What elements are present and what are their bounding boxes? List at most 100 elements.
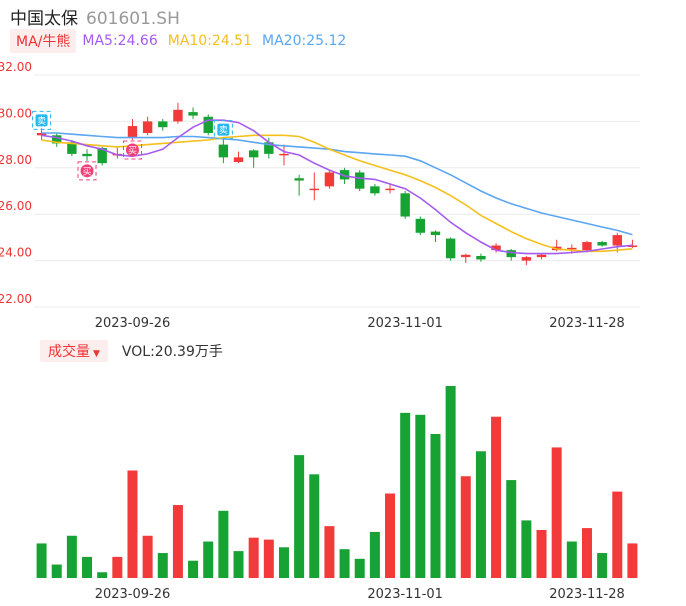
y-tick-label: 22.00: [0, 292, 32, 306]
candle-body: [400, 193, 410, 217]
candle: [597, 240, 607, 247]
candle: [521, 255, 532, 266]
ma10-label: MA10:24.51: [167, 33, 253, 49]
volume-bar: [612, 491, 623, 578]
candle-body: [203, 116, 213, 133]
candle-body: [97, 148, 107, 164]
candle: [430, 230, 441, 243]
marker-frame: [213, 120, 233, 140]
marker-badge: [125, 143, 139, 157]
candle: [203, 114, 213, 136]
volume-bar: [82, 556, 93, 578]
marker-label: 卖: [219, 125, 228, 136]
candle: [233, 151, 244, 164]
volume-bar: [581, 528, 592, 578]
candle-body: [158, 121, 168, 128]
candle-body: [582, 242, 592, 251]
stock-code: 601601.SH: [86, 9, 180, 29]
marker-label: 买: [128, 145, 137, 156]
candle: [445, 237, 456, 261]
candle-body: [536, 254, 547, 258]
sell-marker-icon: 卖: [213, 120, 233, 140]
candle-body: [173, 109, 183, 122]
candle-body: [67, 142, 77, 154]
volume-bar: [97, 572, 108, 578]
candle: [309, 172, 319, 201]
candle: [415, 216, 426, 236]
ma20-line: [41, 132, 633, 236]
candle: [506, 249, 516, 261]
candle-body: [627, 245, 638, 248]
stock-name: 中国太保: [10, 9, 78, 29]
volume-toggle-button[interactable]: 成交量 ▼: [40, 340, 108, 362]
candle: [188, 107, 198, 120]
volume-bar: [294, 455, 305, 578]
candle-body: [612, 235, 622, 246]
volume-bar: [51, 564, 62, 578]
candle-body: [521, 257, 532, 261]
x-tick-label: 2023-09-26: [95, 316, 171, 331]
volume-bar: [597, 553, 608, 578]
volume-bar: [324, 526, 335, 578]
candle: [400, 191, 410, 219]
candle: [627, 239, 638, 248]
ma-legend: MA/牛熊 MA5:24.66 MA10:24.51 MA20:25.12: [10, 29, 356, 53]
volume-bar: [112, 556, 123, 578]
candle: [385, 184, 395, 194]
candle-body: [339, 170, 350, 180]
volume-bar: [309, 474, 320, 578]
volume-bar: [278, 547, 289, 578]
candle-body: [461, 254, 471, 258]
candle: [461, 253, 471, 263]
volume-chart[interactable]: 2023-09-26 2023-11-01 2023-11-28: [0, 366, 686, 606]
volume-bar: [157, 553, 168, 578]
candle: [264, 137, 274, 159]
candle-body: [324, 172, 335, 187]
volume-bar: [127, 470, 138, 578]
volume-bar: [203, 541, 214, 578]
candle-body: [506, 250, 516, 258]
buy-marker-icon: 买: [77, 161, 97, 181]
volume-bar: [475, 451, 486, 578]
y-tick-label: 26.00: [0, 199, 32, 213]
candle: [112, 146, 123, 159]
candle-body: [445, 238, 456, 259]
volume-bar: [36, 543, 47, 578]
candle-body: [476, 255, 486, 260]
candle: [612, 232, 622, 253]
candle: [324, 170, 335, 189]
x-tick-label: 2023-11-28: [549, 316, 625, 331]
candle-body: [294, 178, 304, 181]
candle-body: [279, 153, 289, 156]
volume-legend: 成交量 ▼ VOL:20.39万手: [40, 340, 223, 362]
candle: [52, 133, 62, 147]
ma-toggle-button[interactable]: MA/牛熊: [10, 29, 77, 53]
volume-value: VOL:20.39万手: [121, 344, 223, 360]
x-tick-label: 2023-11-01: [367, 587, 443, 602]
volume-bar: [430, 434, 441, 578]
ma10-line: [41, 134, 633, 253]
title-row: 中国太保 601601.SH: [10, 4, 180, 29]
candlestick-chart[interactable]: 32.00 30.00 28.00 26.00 24.00 22.00 2023-09-26…: [0, 0, 686, 340]
volume-toggle-label: 成交量: [48, 344, 90, 360]
candle: [355, 170, 365, 191]
volume-bar: [263, 539, 274, 578]
candle: [173, 102, 183, 124]
ma5-line: [41, 119, 633, 255]
x-tick-label: 2023-09-26: [95, 587, 171, 602]
volume-bar: [66, 535, 77, 578]
y-tick-label: 24.00: [0, 246, 32, 260]
candle: [476, 253, 486, 262]
candle: [82, 149, 92, 161]
volume-bar: [354, 558, 365, 578]
marker-label: 买: [83, 166, 92, 177]
marker-badge: [35, 114, 48, 127]
candle-body: [36, 133, 47, 136]
candle-body: [52, 135, 62, 144]
y-tick-label: 30.00: [0, 106, 32, 120]
volume-bar: [536, 530, 547, 578]
candle-body: [188, 112, 198, 116]
candle-body: [82, 153, 92, 157]
volume-bar: [491, 416, 502, 578]
volume-bar: [218, 510, 229, 578]
